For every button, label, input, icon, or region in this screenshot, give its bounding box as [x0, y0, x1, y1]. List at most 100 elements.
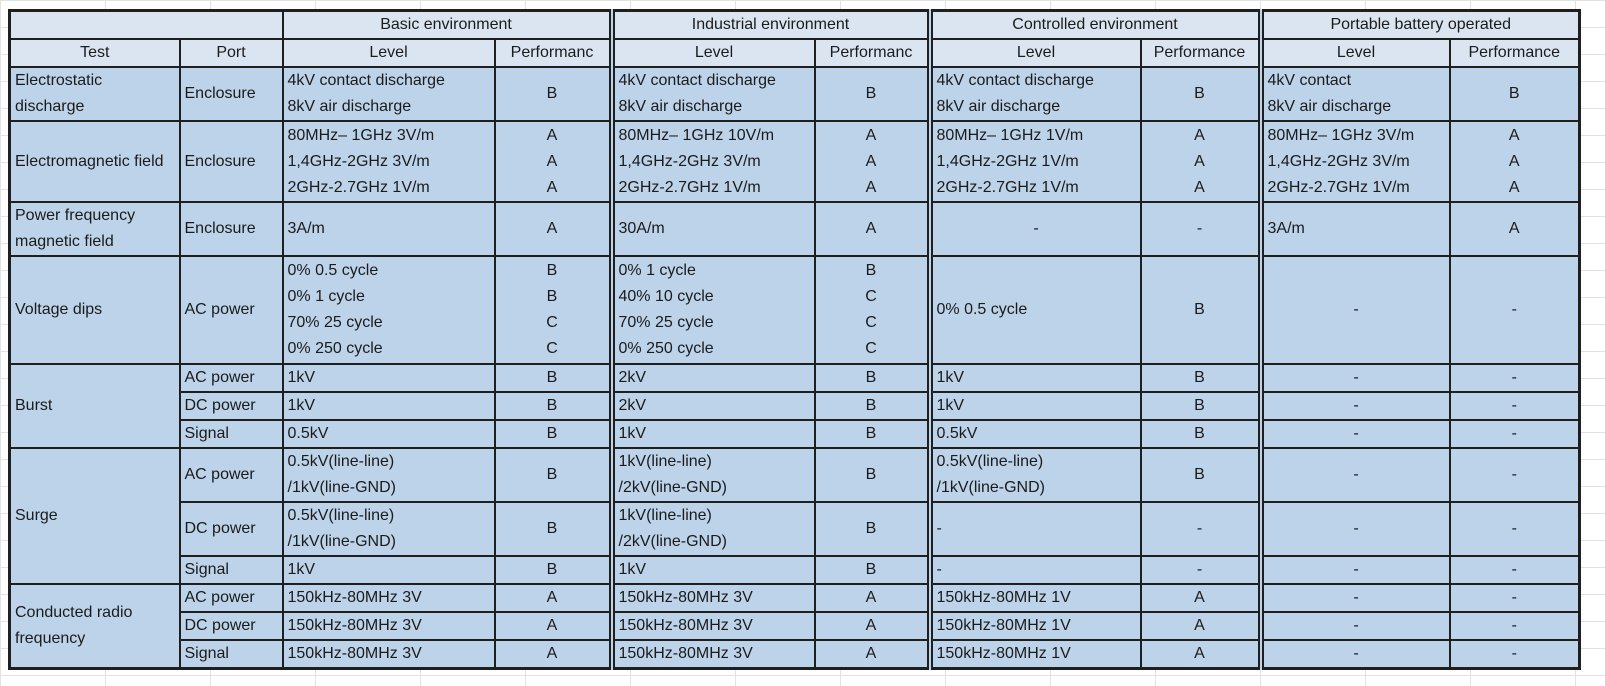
level-cell[interactable]: 150kHz-80MHz 1V: [926, 639, 1142, 670]
performance-cell[interactable]: B: [493, 419, 613, 449]
level-cell[interactable]: 150kHz-80MHz 3V: [608, 639, 816, 670]
performance-cell[interactable]: B: [493, 555, 613, 585]
level-cell[interactable]: -: [1257, 391, 1451, 421]
level-cell[interactable]: -: [1257, 255, 1451, 365]
performance-cell[interactable]: -: [1448, 611, 1581, 641]
level-cell[interactable]: 2kV: [608, 363, 816, 393]
performance-cell[interactable]: B: [813, 447, 931, 503]
port-cell[interactable]: AC power: [178, 255, 284, 365]
level-cell[interactable]: 4kV contact 8kV air discharge: [1257, 66, 1451, 122]
performance-cell[interactable]: -: [1448, 391, 1581, 421]
port-cell[interactable]: AC power: [178, 583, 284, 613]
level-cell[interactable]: -: [1257, 363, 1451, 393]
port-cell[interactable]: AC power: [178, 363, 284, 393]
performance-column-header[interactable]: Performance: [1448, 38, 1581, 68]
performance-cell[interactable]: B: [813, 419, 931, 449]
port-cell[interactable]: Signal: [178, 419, 284, 449]
performance-cell[interactable]: B: [1139, 391, 1262, 421]
group-header[interactable]: Controlled environment: [926, 9, 1262, 40]
level-cell[interactable]: -: [926, 501, 1142, 557]
level-cell[interactable]: -: [1257, 419, 1451, 449]
performance-cell[interactable]: B: [493, 391, 613, 421]
group-header[interactable]: Industrial environment: [608, 9, 931, 40]
level-cell[interactable]: -: [1257, 501, 1451, 557]
level-cell[interactable]: 1kV: [281, 363, 496, 393]
performance-cell[interactable]: A: [813, 201, 931, 257]
performance-cell[interactable]: -: [1448, 447, 1581, 503]
performance-cell[interactable]: -: [1448, 363, 1581, 393]
level-column-header[interactable]: Level: [1257, 38, 1451, 68]
port-cell[interactable]: Signal: [178, 555, 284, 585]
level-cell[interactable]: 0% 0.5 cycle: [926, 255, 1142, 365]
performance-cell[interactable]: B: [813, 555, 931, 585]
level-cell[interactable]: 0.5kV(line-line) /1kV(line-GND): [281, 447, 496, 503]
level-cell[interactable]: -: [1257, 639, 1451, 670]
level-cell[interactable]: 80MHz– 1GHz 10V/m 1,4GHz-2GHz 3V/m 2GHz-2.…: [608, 120, 816, 203]
level-cell[interactable]: 0% 0.5 cycle 0% 1 cycle 70% 25 cycle 0% 250…: [281, 255, 496, 365]
performance-cell[interactable]: B: [1448, 66, 1581, 122]
port-cell[interactable]: Enclosure: [178, 66, 284, 122]
level-cell[interactable]: 0.5kV: [926, 419, 1142, 449]
level-cell[interactable]: 1kV: [281, 555, 496, 585]
performance-cell[interactable]: B: [1139, 66, 1262, 122]
level-cell[interactable]: 150kHz-80MHz 3V: [281, 639, 496, 670]
performance-cell[interactable]: A: [493, 639, 613, 670]
performance-column-header[interactable]: Performanc: [813, 38, 931, 68]
level-cell[interactable]: -: [926, 555, 1142, 585]
level-cell[interactable]: 150kHz-80MHz 3V: [281, 611, 496, 641]
level-cell[interactable]: 150kHz-80MHz 1V: [926, 611, 1142, 641]
performance-cell[interactable]: A: [813, 583, 931, 613]
level-cell[interactable]: 0.5kV: [281, 419, 496, 449]
performance-cell[interactable]: A: [493, 201, 613, 257]
level-cell[interactable]: -: [1257, 583, 1451, 613]
level-cell[interactable]: 1kV: [926, 391, 1142, 421]
level-cell[interactable]: 4kV contact discharge 8kV air discharge: [608, 66, 816, 122]
test-cell[interactable]: Surge: [8, 447, 181, 585]
performance-cell[interactable]: A: [1139, 583, 1262, 613]
port-column-header[interactable]: Port: [178, 38, 284, 68]
performance-cell[interactable]: B: [813, 363, 931, 393]
level-cell[interactable]: 80MHz– 1GHz 1V/m 1,4GHz-2GHz 1V/m 2GHz-2.7…: [926, 120, 1142, 203]
level-cell[interactable]: 1kV: [926, 363, 1142, 393]
port-cell[interactable]: Signal: [178, 639, 284, 670]
port-cell[interactable]: Enclosure: [178, 201, 284, 257]
test-cell[interactable]: Power frequency magnetic field: [8, 201, 181, 257]
level-cell[interactable]: 2kV: [608, 391, 816, 421]
group-header[interactable]: Basic environment: [281, 9, 613, 40]
level-column-header[interactable]: Level: [281, 38, 496, 68]
performance-cell[interactable]: -: [1448, 583, 1581, 613]
level-cell[interactable]: 4kV contact discharge 8kV air discharge: [926, 66, 1142, 122]
performance-cell[interactable]: A: [493, 611, 613, 641]
performance-cell[interactable]: A: [1139, 611, 1262, 641]
performance-cell[interactable]: -: [1448, 255, 1581, 365]
group-header[interactable]: Portable battery operated: [1257, 9, 1581, 40]
performance-cell[interactable]: A: [1448, 201, 1581, 257]
level-cell[interactable]: 1kV(line-line) /2kV(line-GND): [608, 447, 816, 503]
performance-column-header[interactable]: Performanc: [493, 38, 613, 68]
level-cell[interactable]: 150kHz-80MHz 3V: [281, 583, 496, 613]
level-cell[interactable]: 1kV(line-line) /2kV(line-GND): [608, 501, 816, 557]
performance-cell[interactable]: B: [493, 363, 613, 393]
level-cell[interactable]: 3A/m: [1257, 201, 1451, 257]
level-cell[interactable]: 30A/m: [608, 201, 816, 257]
performance-cell[interactable]: B: [1139, 363, 1262, 393]
performance-cell[interactable]: A: [813, 611, 931, 641]
performance-cell[interactable]: B: [493, 447, 613, 503]
level-cell[interactable]: -: [1257, 555, 1451, 585]
test-cell[interactable]: Electrostatic discharge: [8, 66, 181, 122]
performance-cell[interactable]: -: [1448, 419, 1581, 449]
performance-cell[interactable]: B: [1139, 419, 1262, 449]
performance-cell[interactable]: -: [1448, 555, 1581, 585]
port-cell[interactable]: AC power: [178, 447, 284, 503]
level-column-header[interactable]: Level: [608, 38, 816, 68]
performance-cell[interactable]: -: [1139, 201, 1262, 257]
level-cell[interactable]: -: [1257, 447, 1451, 503]
performance-cell[interactable]: B: [493, 501, 613, 557]
level-cell[interactable]: 3A/m: [281, 201, 496, 257]
level-cell[interactable]: 0.5kV(line-line) /1kV(line-GND): [926, 447, 1142, 503]
level-cell[interactable]: 4kV contact discharge 8kV air discharge: [281, 66, 496, 122]
level-cell[interactable]: 1kV: [608, 419, 816, 449]
level-cell[interactable]: 0% 1 cycle 40% 10 cycle 70% 25 cycle 0% 250…: [608, 255, 816, 365]
performance-cell[interactable]: B: [493, 66, 613, 122]
